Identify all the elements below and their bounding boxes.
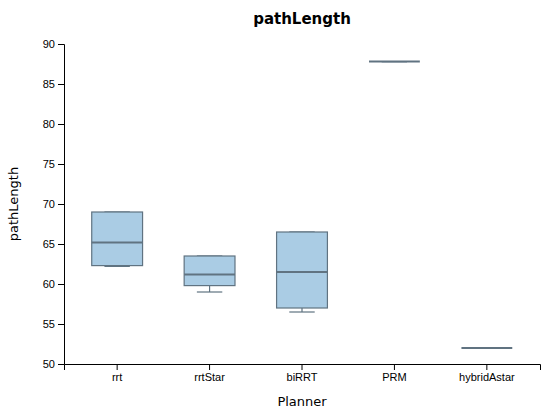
y-tick-label: 85 xyxy=(43,78,55,90)
x-tick: biRRT xyxy=(287,364,318,383)
y-tick-mark xyxy=(58,364,64,365)
y-tick: 50 xyxy=(43,358,64,370)
median xyxy=(184,273,235,275)
x-tick-label: rrtStar xyxy=(194,371,225,383)
box xyxy=(461,347,512,348)
x-axis-title: Planner xyxy=(277,394,327,409)
y-tick-mark xyxy=(58,244,64,245)
median xyxy=(92,241,143,243)
x-tick-label: biRRT xyxy=(287,371,318,383)
box-group xyxy=(184,256,235,292)
y-axis-line xyxy=(58,45,65,365)
y-tick-label: 80 xyxy=(43,118,55,130)
box-group xyxy=(92,212,143,266)
y-tick: 75 xyxy=(43,158,64,170)
box-group xyxy=(461,348,512,349)
box-group xyxy=(277,232,328,312)
y-tick-label: 65 xyxy=(43,238,55,250)
box-group xyxy=(369,61,420,62)
x-tick-mark xyxy=(117,364,118,370)
y-tick: 70 xyxy=(43,198,64,210)
x-tick-mark xyxy=(209,364,210,370)
x-tick-label: PRM xyxy=(382,371,406,383)
box xyxy=(184,256,235,286)
x-tick: PRM xyxy=(382,364,406,383)
median xyxy=(461,347,512,349)
chart: 50 55 60 65 70 75 80 85 90 rrt rrtStar biRRT PRM hybr… xyxy=(0,0,560,420)
y-axis: 50 55 60 65 70 75 80 85 90 xyxy=(43,38,65,370)
y-tick-label: 75 xyxy=(43,158,55,170)
y-tick-mark xyxy=(58,44,64,45)
cap-low xyxy=(289,311,314,312)
y-tick-mark xyxy=(58,124,64,125)
x-tick-mark xyxy=(302,364,303,370)
y-tick-mark xyxy=(58,204,64,205)
y-tick: 60 xyxy=(43,278,64,290)
y-tick-mark xyxy=(58,164,64,165)
x-tick-mark xyxy=(394,364,395,370)
title: pathLength xyxy=(253,10,351,28)
y-tick-label: 50 xyxy=(43,358,55,370)
y-tick-label: 70 xyxy=(43,198,55,210)
x-tick-label: hybridAstar xyxy=(459,371,515,383)
box xyxy=(369,61,420,62)
y-tick: 55 xyxy=(43,318,64,330)
x-tick: rrtStar xyxy=(194,364,225,383)
y-tick: 65 xyxy=(43,238,64,250)
y-tick-mark xyxy=(58,84,64,85)
box xyxy=(92,212,143,266)
plot-area: 50 55 60 65 70 75 80 85 90 rrt rrtStar biRRT PRM hybr… xyxy=(43,38,541,383)
y-tick-label: 60 xyxy=(43,278,55,290)
boxes xyxy=(92,62,513,348)
median xyxy=(369,61,420,63)
x-tick-mark xyxy=(486,364,487,370)
x-tick: rrt xyxy=(112,364,122,383)
box xyxy=(277,232,328,308)
x-axis: rrt rrtStar biRRT PRM hybridAstar xyxy=(65,364,541,383)
y-tick: 90 xyxy=(43,38,64,50)
x-axis-line xyxy=(65,365,541,371)
whisker-low xyxy=(209,286,210,292)
x-tick: hybridAstar xyxy=(459,364,515,383)
y-tick-mark xyxy=(58,324,64,325)
y-axis-title: pathLength xyxy=(6,167,21,241)
median xyxy=(277,271,328,273)
x-tick-label: rrt xyxy=(112,371,122,383)
y-tick-mark xyxy=(58,284,64,285)
y-tick: 85 xyxy=(43,78,64,90)
y-tick-label: 90 xyxy=(43,38,55,50)
y-tick-label: 55 xyxy=(43,318,55,330)
cap-low xyxy=(197,291,222,292)
y-tick: 80 xyxy=(43,118,64,130)
